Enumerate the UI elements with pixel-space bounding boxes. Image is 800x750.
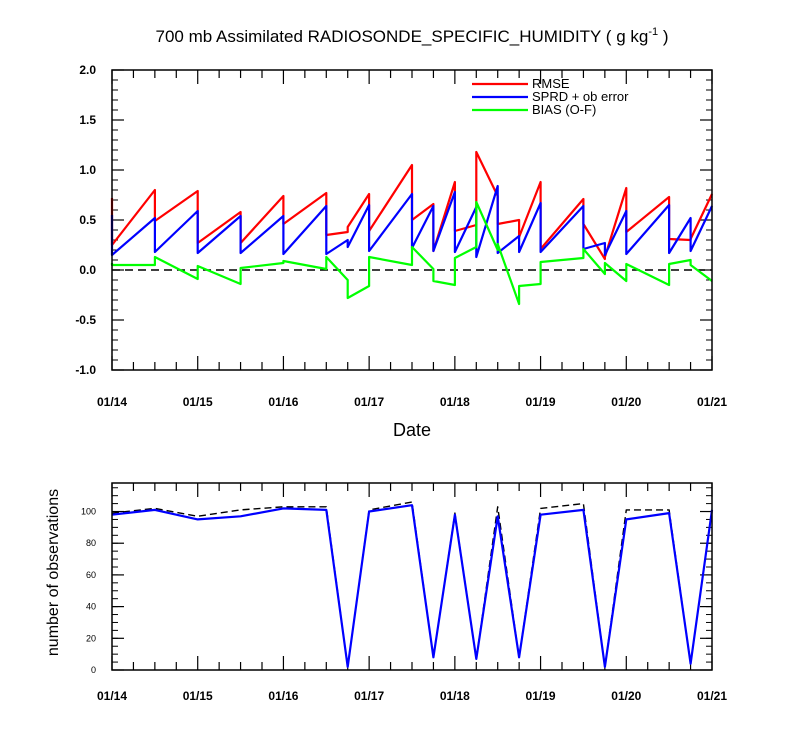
bottom-series <box>111 501 714 668</box>
series-line-sprd-ob-error <box>110 184 713 259</box>
x-tick-label: 01/14 <box>97 395 127 409</box>
bottom-plot-frame <box>111 482 713 671</box>
x-tick-label: 01/17 <box>354 689 384 703</box>
y-tick-label: 0.5 <box>79 213 96 227</box>
y-tick-label: 1.0 <box>79 163 96 177</box>
x-tick-label: 01/21 <box>697 395 727 409</box>
title-main: 700 mb Assimilated RADIOSONDE_SPECIFIC_H… <box>156 27 649 46</box>
x-tick-label: 01/20 <box>611 689 641 703</box>
x-tick-label: 01/16 <box>268 395 298 409</box>
x-tick-label: 01/18 <box>440 689 470 703</box>
y-tick-label: 1.5 <box>79 113 96 127</box>
y-tick-label: 100 <box>81 507 96 517</box>
bottom-panel: 0 20 40 60 80 100 01/14 01/15 01/16 01/17 01/18 01/… <box>45 482 727 703</box>
obs-line-used <box>111 504 714 668</box>
title-end: ) <box>658 27 668 46</box>
x-tick-label: 01/14 <box>97 689 127 703</box>
x-tick-label: 01/18 <box>440 395 470 409</box>
y-tick-label: 60 <box>86 570 96 580</box>
y-axis-title-observations: number of observations <box>45 489 62 656</box>
top-plot-frame <box>111 69 713 371</box>
x-tick-label: 01/17 <box>354 395 384 409</box>
bottom-tick-labels: 0 20 40 60 80 100 01/14 01/15 01/16 01/17 01/18 01/… <box>81 507 727 703</box>
x-tick-label: 01/21 <box>697 689 727 703</box>
top-panel: -1.0 -0.5 0.0 0.5 1.0 1.5 2.0 01/14 01/15 01/16 01… <box>75 63 727 440</box>
obs-line-total <box>111 501 713 668</box>
legend-label: SPRD + ob error <box>532 89 629 104</box>
x-tick-label: 01/15 <box>183 395 213 409</box>
y-tick-label: 0 <box>91 665 96 675</box>
x-axis-title: Date <box>393 420 431 440</box>
y-tick-label: 40 <box>86 602 96 612</box>
y-tick-label: 80 <box>86 538 96 548</box>
y-tick-label: 0.0 <box>79 263 96 277</box>
chart-title: 700 mb Assimilated RADIOSONDE_SPECIFIC_H… <box>156 26 669 46</box>
x-tick-label: 01/19 <box>526 689 556 703</box>
title-superscript: -1 <box>648 26 658 38</box>
top-series <box>110 150 713 306</box>
x-tick-label: 01/20 <box>611 395 641 409</box>
y-tick-label: 2.0 <box>79 63 96 77</box>
x-tick-label: 01/15 <box>183 689 213 703</box>
y-tick-label: 20 <box>86 633 96 643</box>
x-tick-label: 01/19 <box>526 395 556 409</box>
legend-label: RMSE <box>532 76 570 91</box>
y-tick-label: -0.5 <box>75 313 96 327</box>
series-line-bias-o-f <box>110 200 713 306</box>
top-tick-labels: -1.0 -0.5 0.0 0.5 1.0 1.5 2.0 01/14 01/15 01/16 01… <box>75 63 727 409</box>
y-tick-label: -1.0 <box>75 363 96 377</box>
legend-label: BIAS (O-F) <box>532 102 596 117</box>
x-tick-label: 01/16 <box>268 689 298 703</box>
